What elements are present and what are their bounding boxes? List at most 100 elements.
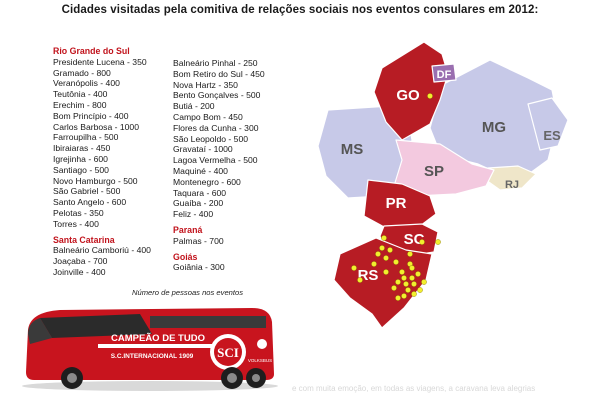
- city-dot: [381, 235, 387, 241]
- state-label-es: ES: [543, 128, 561, 143]
- city-dot: [417, 287, 423, 293]
- city-dot: [351, 265, 357, 271]
- city-dot: [411, 291, 417, 297]
- state-label-mg: MG: [482, 119, 506, 136]
- city-entry: Montenegro - 600: [173, 176, 241, 187]
- city-entry: Santiago - 500: [53, 164, 109, 175]
- city-dot: [435, 239, 441, 245]
- city-entry: Taquara - 600: [173, 187, 227, 198]
- state-label-df: DF: [437, 69, 452, 81]
- state-label-rs: RS: [358, 267, 379, 284]
- state-sp: [393, 139, 495, 197]
- city-dot: [401, 293, 407, 299]
- city-dot: [415, 271, 421, 277]
- city-entry: Igrejinha - 600: [53, 153, 108, 164]
- city-entry: Bento Gonçalves - 500: [173, 90, 261, 101]
- state-label-ms: MS: [341, 141, 364, 158]
- city-entry: Bom Retiro do Sul - 450: [173, 68, 265, 79]
- city-entry: São Gabriel - 500: [53, 186, 121, 197]
- city-entry: Feliz - 400: [173, 209, 214, 220]
- city-dot: [391, 285, 397, 291]
- bus-illustration: SCI CAMPEÃO DE TUDO S.C.INTERNACIONAL 19…: [22, 308, 278, 391]
- city-dot: [427, 93, 433, 99]
- city-entry: Palmas - 700: [173, 235, 224, 246]
- city-entry: Santo Angelo - 600: [53, 197, 127, 208]
- go-city-list: Goiânia - 300: [173, 262, 265, 273]
- state-label-sc: SC: [404, 231, 425, 248]
- bus-brand-text: VOLKSBUS: [248, 358, 272, 363]
- bus-banner-text: CAMPEÃO DE TUDO: [111, 333, 205, 344]
- city-entry: Gramado - 800: [53, 67, 111, 78]
- city-dot: [399, 269, 405, 275]
- city-dot: [371, 261, 377, 267]
- rs-city-list-2: Balneário Pinhal - 250 Bom Retiro do Sul …: [173, 58, 265, 220]
- city-entry: Goiânia - 300: [173, 262, 225, 273]
- city-entry: Balneário Camboriú - 400: [53, 245, 151, 256]
- city-list-column-1: Rio Grande do Sul Presidente Lucena - 35…: [53, 46, 151, 278]
- state-go: [373, 41, 449, 141]
- state-pr: [363, 179, 437, 229]
- pr-city-list: Palmas - 700: [173, 236, 265, 247]
- city-entry: Joaçaba - 700: [53, 256, 108, 267]
- state-es: [527, 97, 569, 151]
- page-title: Cidades visitadas pela comitiva de relaç…: [61, 4, 539, 16]
- events-caption: Número de pessoas nos eventos: [132, 288, 244, 297]
- city-dot: [403, 281, 409, 287]
- city-dot: [383, 255, 389, 261]
- city-dot: [409, 275, 415, 281]
- bus-club-text: S.C.INTERNACIONAL 1909: [111, 353, 194, 360]
- city-list-column-2: Balneário Pinhal - 250 Bom Retiro do Sul …: [173, 58, 265, 273]
- city-dot: [387, 247, 393, 253]
- city-dot: [405, 287, 411, 293]
- heading-santa-catarina: Santa Catarina: [53, 234, 115, 245]
- brazil-states-map: GO DF MG ES MS SP RJ PR SC RS: [317, 41, 569, 329]
- city-dot: [395, 295, 401, 301]
- city-entry: Novo Hamburgo - 500: [53, 175, 138, 186]
- heading-parana: Paraná: [173, 224, 203, 235]
- city-dot: [409, 265, 415, 271]
- city-entry: Teutônia - 400: [53, 89, 108, 100]
- state-label-pr: PR: [386, 195, 407, 212]
- faded-caption-text: e com muita emoção, em todas as viagens,…: [292, 384, 536, 393]
- city-entry: Erechim - 800: [53, 99, 107, 110]
- city-entry: Carlos Barbosa - 1000: [53, 121, 139, 132]
- city-entry: Bom Princípio - 400: [53, 110, 129, 121]
- city-entry: São Leopoldo - 500: [173, 133, 249, 144]
- svg-text:SCI: SCI: [217, 345, 239, 360]
- city-entry: Pelotas - 350: [53, 207, 104, 218]
- city-dot: [419, 239, 425, 245]
- city-entry: Veranópolis - 400: [53, 78, 120, 89]
- city-dot: [357, 277, 363, 283]
- city-dot: [375, 251, 381, 257]
- brand-logo-icon: [257, 339, 267, 349]
- city-entry: Torres - 400: [53, 218, 99, 229]
- city-entry: Farroupilha - 500: [53, 132, 119, 143]
- city-dot: [421, 279, 427, 285]
- state-df: [431, 63, 457, 83]
- city-dot: [383, 269, 389, 275]
- state-label-sp: SP: [424, 163, 444, 180]
- state-label-go: GO: [396, 87, 420, 104]
- city-entry: Campo Bom - 450: [173, 111, 243, 122]
- city-dot: [411, 281, 417, 287]
- city-dot: [395, 279, 401, 285]
- city-dot: [393, 259, 399, 265]
- sc-city-list: Balneário Camboriú - 400 Joaçaba - 700 Joi…: [53, 245, 151, 277]
- city-entry: Nova Hartz - 350: [173, 79, 238, 90]
- city-entry: Ibiraiaras - 450: [53, 143, 111, 154]
- state-rs: [333, 237, 433, 329]
- city-entry: Joinville - 400: [53, 266, 106, 277]
- city-entry: Gravataí - 1000: [173, 144, 233, 155]
- city-entry: Lagoa Vermelha - 500: [173, 155, 258, 166]
- city-dot: [379, 245, 385, 251]
- city-entry: Guaíba - 200: [173, 198, 224, 209]
- city-entry: Balneário Pinhal - 250: [173, 58, 258, 68]
- city-entry: Presidente Lucena - 350: [53, 56, 147, 67]
- heading-rio-grande-do-sul: Rio Grande do Sul: [53, 46, 130, 56]
- city-entry: Butiá - 200: [173, 101, 215, 112]
- city-entry: Flores da Cunha - 300: [173, 122, 259, 133]
- city-dot: [401, 275, 407, 281]
- city-entry: Maquiné - 400: [173, 165, 228, 176]
- state-label-rj: RJ: [505, 179, 519, 191]
- rs-city-list-1: Presidente Lucena - 350 Gramado - 800 Vera…: [53, 57, 151, 230]
